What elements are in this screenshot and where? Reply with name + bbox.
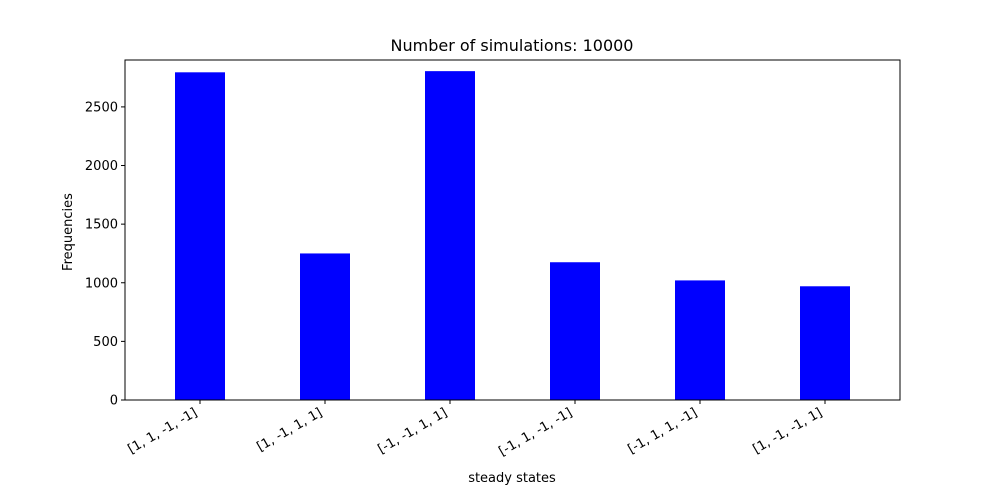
y-tick-label: 1000 [85, 276, 118, 291]
bar [425, 71, 475, 400]
bars-group [175, 71, 850, 400]
bar [550, 262, 600, 400]
y-tick-label: 2500 [85, 100, 118, 115]
y-tick-label: 1500 [85, 218, 118, 233]
x-tick-label: [1, -1, -1, 1] [750, 405, 825, 457]
bar [675, 280, 725, 400]
x-tick-label: [1, -1, 1, 1] [255, 405, 325, 454]
chart-title: Number of simulations: 10000 [391, 36, 634, 55]
y-tick-label: 0 [110, 394, 118, 409]
plot-area-frame [124, 59, 901, 401]
x-axis-ticks: [1, 1, -1, -1] [1, -1, 1, 1] [-1, -1, 1, 1… [125, 400, 826, 460]
x-tick-label: [-1, 1, -1, -1] [496, 405, 575, 459]
x-tick-label: [1, 1, -1, -1] [125, 405, 200, 457]
y-axis-label: Frequencies [61, 193, 76, 271]
bar [300, 253, 350, 400]
x-tick-label: [-1, 1, 1, -1] [625, 405, 700, 457]
x-tick-label: [-1, -1, 1, 1] [375, 405, 450, 457]
y-tick-label: 500 [93, 335, 118, 350]
bar [800, 286, 850, 400]
y-tick-label: 2000 [85, 159, 118, 174]
bar [175, 72, 225, 400]
x-axis-label: steady states [468, 471, 556, 486]
y-axis-ticks: 0 500 1000 1500 2000 2500 [85, 100, 125, 409]
